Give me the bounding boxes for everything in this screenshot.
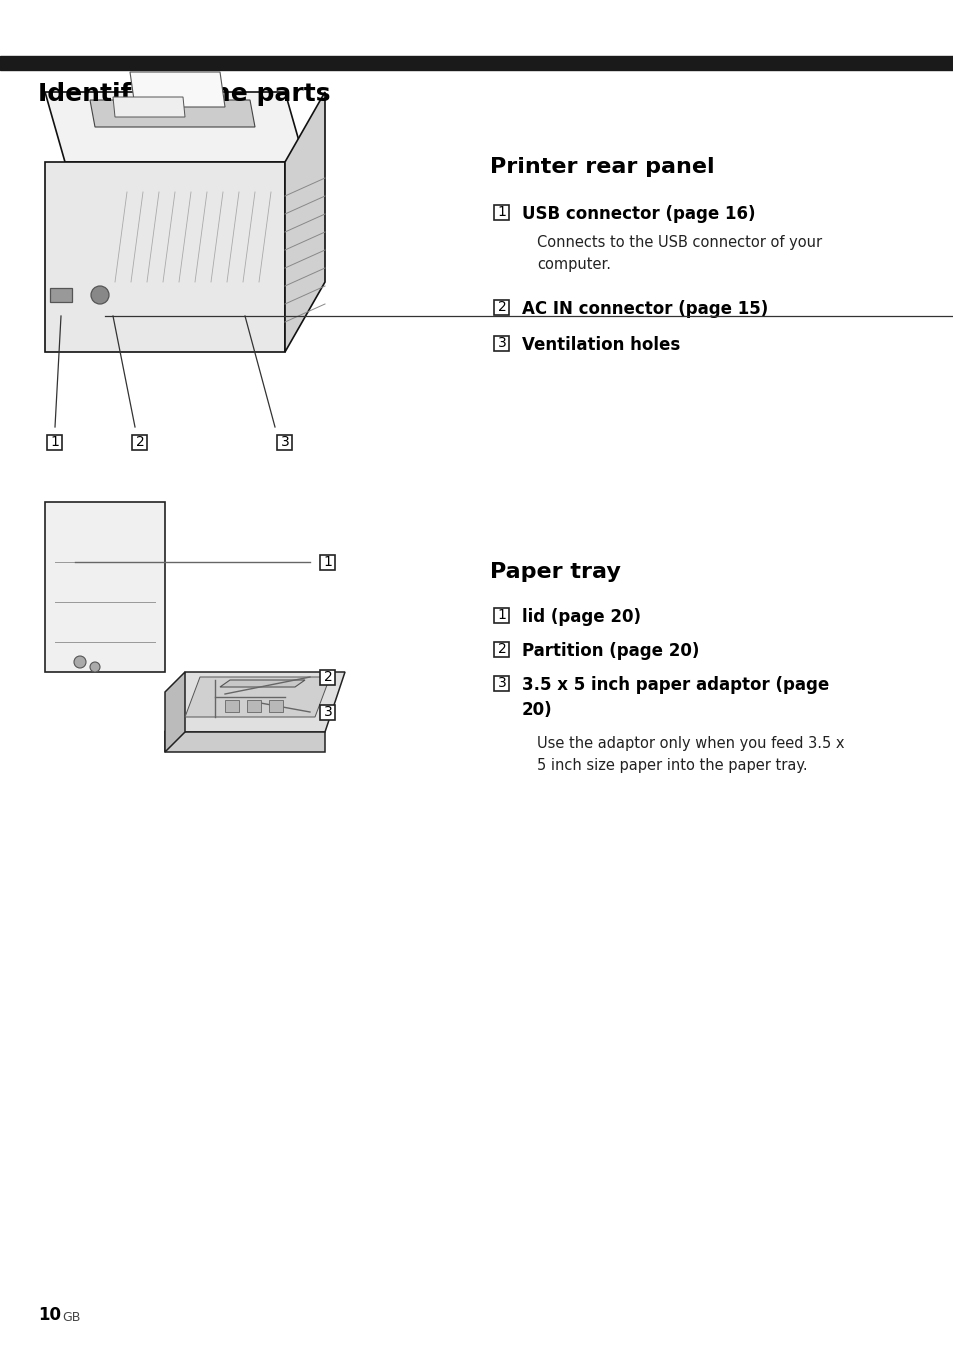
FancyBboxPatch shape (320, 669, 335, 684)
Text: GB: GB (62, 1311, 80, 1324)
Polygon shape (112, 97, 185, 118)
FancyBboxPatch shape (277, 434, 293, 449)
FancyBboxPatch shape (320, 704, 335, 719)
Text: USB connector (page 16): USB connector (page 16) (521, 206, 755, 223)
Polygon shape (285, 92, 325, 352)
FancyBboxPatch shape (132, 434, 148, 449)
Text: lid (page 20): lid (page 20) (521, 608, 640, 626)
Polygon shape (130, 72, 225, 107)
Text: 2: 2 (497, 642, 506, 656)
Text: 1: 1 (323, 556, 332, 569)
Text: AC IN connector (page 15): AC IN connector (page 15) (521, 300, 767, 318)
Text: Use the adaptor only when you feed 3.5 x
5 inch size paper into the paper tray.: Use the adaptor only when you feed 3.5 x… (537, 735, 843, 773)
Polygon shape (45, 502, 165, 672)
Polygon shape (45, 92, 305, 162)
FancyBboxPatch shape (48, 434, 63, 449)
Text: 3.5 x 5 inch paper adaptor (page
20): 3.5 x 5 inch paper adaptor (page 20) (521, 676, 828, 719)
Circle shape (91, 287, 109, 304)
Polygon shape (220, 680, 305, 687)
Text: 2: 2 (135, 435, 144, 449)
Text: Identifying the parts: Identifying the parts (38, 82, 330, 105)
Text: 2: 2 (497, 300, 506, 314)
FancyBboxPatch shape (494, 641, 509, 657)
Circle shape (90, 662, 100, 672)
Bar (247, 700, 261, 713)
Text: Connects to the USB connector of your
computer.: Connects to the USB connector of your co… (537, 235, 821, 272)
FancyBboxPatch shape (494, 607, 509, 622)
Polygon shape (185, 677, 330, 717)
Bar (0, 55, 953, 70)
Polygon shape (165, 672, 345, 731)
Text: 2: 2 (323, 671, 332, 684)
Circle shape (74, 656, 86, 668)
Text: 1: 1 (51, 435, 59, 449)
Text: Printer rear panel: Printer rear panel (490, 157, 714, 177)
Bar (225, 700, 239, 713)
Text: 3: 3 (323, 704, 332, 719)
Polygon shape (45, 162, 285, 352)
Polygon shape (165, 731, 325, 752)
Polygon shape (165, 672, 185, 752)
Text: 1: 1 (497, 608, 506, 622)
Text: Paper tray: Paper tray (490, 562, 620, 581)
FancyBboxPatch shape (494, 300, 509, 315)
Bar (269, 700, 283, 713)
Text: Ventilation holes: Ventilation holes (521, 337, 679, 354)
Text: 3: 3 (497, 337, 506, 350)
Text: 10: 10 (38, 1306, 61, 1324)
Polygon shape (90, 100, 254, 127)
FancyBboxPatch shape (320, 554, 335, 569)
Text: Partition (page 20): Partition (page 20) (521, 642, 699, 660)
FancyBboxPatch shape (494, 335, 509, 350)
Text: 3: 3 (280, 435, 289, 449)
FancyBboxPatch shape (494, 676, 509, 691)
FancyBboxPatch shape (494, 204, 509, 219)
Text: 1: 1 (497, 206, 506, 219)
Bar (50, 288, 71, 301)
Text: 3: 3 (497, 676, 506, 690)
